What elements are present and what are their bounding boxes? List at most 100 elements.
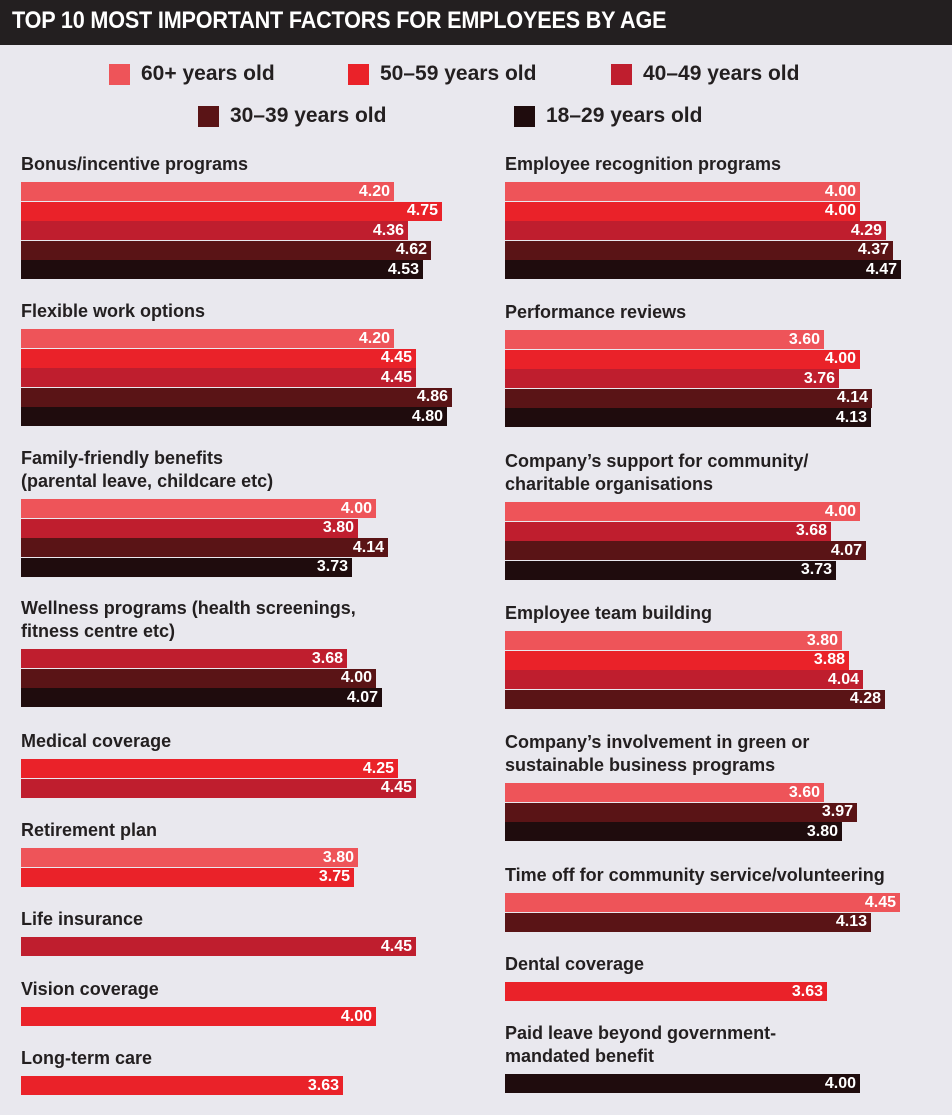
bar-value-label: 4.07	[346, 688, 378, 706]
bar-value-label: 4.14	[352, 538, 384, 556]
bar-18_29: 3.73	[21, 557, 352, 577]
bar-value-label: 3.80	[806, 631, 838, 649]
bar-value-label: 3.80	[322, 519, 354, 536]
bar-50_59: 4.25	[21, 759, 398, 778]
legend-label: 50–59 years old	[380, 62, 537, 85]
category-label-line: sustainable business programs	[505, 755, 776, 775]
bar-value-label: 4.00	[340, 669, 372, 686]
category-label: Life insurance	[21, 908, 143, 931]
category-label-line: (parental leave, childcare etc)	[21, 471, 274, 491]
bar-30_39: 4.07	[505, 541, 866, 560]
bar-value-label: 4.00	[824, 202, 856, 219]
bar-value-label: 3.63	[791, 982, 823, 1000]
bar-value-label: 4.14	[836, 389, 868, 406]
category-label-line: Company’s support for community/	[505, 451, 809, 471]
bar-40_49: 4.29	[505, 221, 886, 240]
legend-swatch	[198, 105, 219, 127]
bar-value-label: 4.28	[849, 690, 881, 707]
bar-value-label: 3.68	[311, 649, 343, 667]
category-label: Performance reviews	[505, 301, 686, 324]
bar-value-label: 4.00	[824, 182, 856, 200]
bar-value-label: 4.37	[857, 241, 889, 258]
category-label: Wellness programs (health screenings, fit…	[21, 597, 356, 643]
bar-30_39: 4.00	[21, 668, 376, 688]
bar-value-label: 4.00	[824, 502, 856, 520]
bar-18_29: 4.07	[21, 688, 382, 707]
legend-swatch	[514, 105, 535, 127]
bar-50_59: 3.63	[505, 982, 827, 1001]
bar-value-label: 3.60	[788, 783, 820, 801]
bar-value-label: 4.00	[340, 499, 372, 517]
category-label-line: Bonus/incentive programs	[21, 154, 249, 174]
bar-50_59: 3.75	[21, 867, 354, 887]
legend-label: 18–29 years old	[546, 104, 703, 127]
bar-40_49: 4.45	[21, 368, 416, 387]
bar-value-label: 4.13	[835, 408, 867, 426]
bar-50_59: 4.75	[21, 201, 442, 221]
bar-value-label: 3.76	[803, 369, 835, 387]
title-bar: TOP 10 MOST IMPORTANT FACTORS FOR EMPLOY…	[0, 0, 952, 45]
category-label: Employee team building	[505, 602, 712, 625]
category-label: Retirement plan	[21, 819, 157, 842]
legend-swatch	[348, 63, 369, 85]
category-label: Long-term care	[21, 1047, 152, 1070]
bar-18_29: 3.73	[505, 560, 836, 580]
category-label-line: Employee team building	[505, 603, 713, 623]
bar-40_49: 3.68	[21, 649, 347, 668]
category-label-line: Medical coverage	[21, 731, 172, 751]
bar-value-label: 3.73	[316, 558, 348, 575]
bar-value-label: 4.00	[824, 1074, 856, 1092]
bar-30_39: 4.14	[505, 388, 872, 408]
category-label-line: Retirement plan	[21, 820, 158, 840]
category-label-line: Performance reviews	[505, 302, 687, 322]
bar-60plus: 4.45	[505, 893, 900, 912]
bar-value-label: 4.07	[830, 541, 862, 559]
bar-value-label: 4.20	[358, 329, 390, 347]
legend-item-30_39: 30–39 years old	[198, 101, 386, 131]
bar-value-label: 3.97	[821, 803, 853, 820]
legend-label: 30–39 years old	[230, 104, 387, 127]
bar-value-label: 4.53	[387, 260, 419, 278]
category-label: Bonus/incentive programs	[21, 153, 248, 176]
bar-value-label: 4.80	[411, 407, 443, 425]
bar-40_49: 4.36	[21, 221, 408, 240]
chart-title: TOP 10 MOST IMPORTANT FACTORS FOR EMPLOY…	[12, 7, 667, 34]
bar-40_49: 4.45	[21, 937, 416, 956]
category-label: Vision coverage	[21, 978, 159, 1001]
bar-50_59: 4.00	[505, 201, 860, 221]
bar-60plus: 3.60	[505, 330, 824, 349]
category-label-line: mandated benefit	[505, 1046, 655, 1066]
bar-18_29: 4.53	[21, 260, 423, 279]
bar-60plus: 4.00	[505, 502, 860, 521]
bar-60plus: 3.80	[505, 631, 842, 650]
bar-value-label: 4.86	[416, 388, 448, 405]
bar-50_59: 3.63	[21, 1076, 343, 1095]
bar-40_49: 3.80	[21, 518, 358, 538]
category-label: Medical coverage	[21, 730, 171, 753]
bar-value-label: 4.04	[827, 670, 859, 688]
bar-60plus: 4.20	[21, 329, 394, 348]
bar-value-label: 4.45	[864, 893, 896, 911]
category-label-line: fitness centre etc)	[21, 621, 176, 641]
bar-40_49: 4.45	[21, 778, 416, 798]
legend-label: 60+ years old	[141, 62, 275, 85]
legend-label: 40–49 years old	[643, 62, 800, 85]
bar-value-label: 4.29	[850, 221, 882, 239]
category-label: Dental coverage	[505, 953, 644, 976]
bar-value-label: 4.62	[395, 241, 427, 258]
bar-30_39: 4.86	[21, 387, 452, 407]
bar-18_29: 4.13	[505, 408, 871, 427]
bar-value-label: 4.36	[372, 221, 404, 239]
bar-value-label: 4.45	[380, 349, 412, 366]
category-label-line: Paid leave beyond government-	[505, 1023, 777, 1043]
category-label-line: charitable organisations	[505, 474, 714, 494]
bar-value-label: 3.73	[800, 561, 832, 578]
bar-value-label: 4.45	[380, 779, 412, 796]
bar-40_49: 4.04	[505, 670, 863, 689]
bar-value-label: 3.68	[795, 522, 827, 539]
category-label: Employee recognition programs	[505, 153, 781, 176]
category-label-line: Company’s involvement in green or	[505, 732, 810, 752]
bar-value-label: 3.88	[813, 651, 845, 668]
bar-value-label: 4.45	[380, 368, 412, 386]
category-label-line: Life insurance	[21, 909, 144, 929]
